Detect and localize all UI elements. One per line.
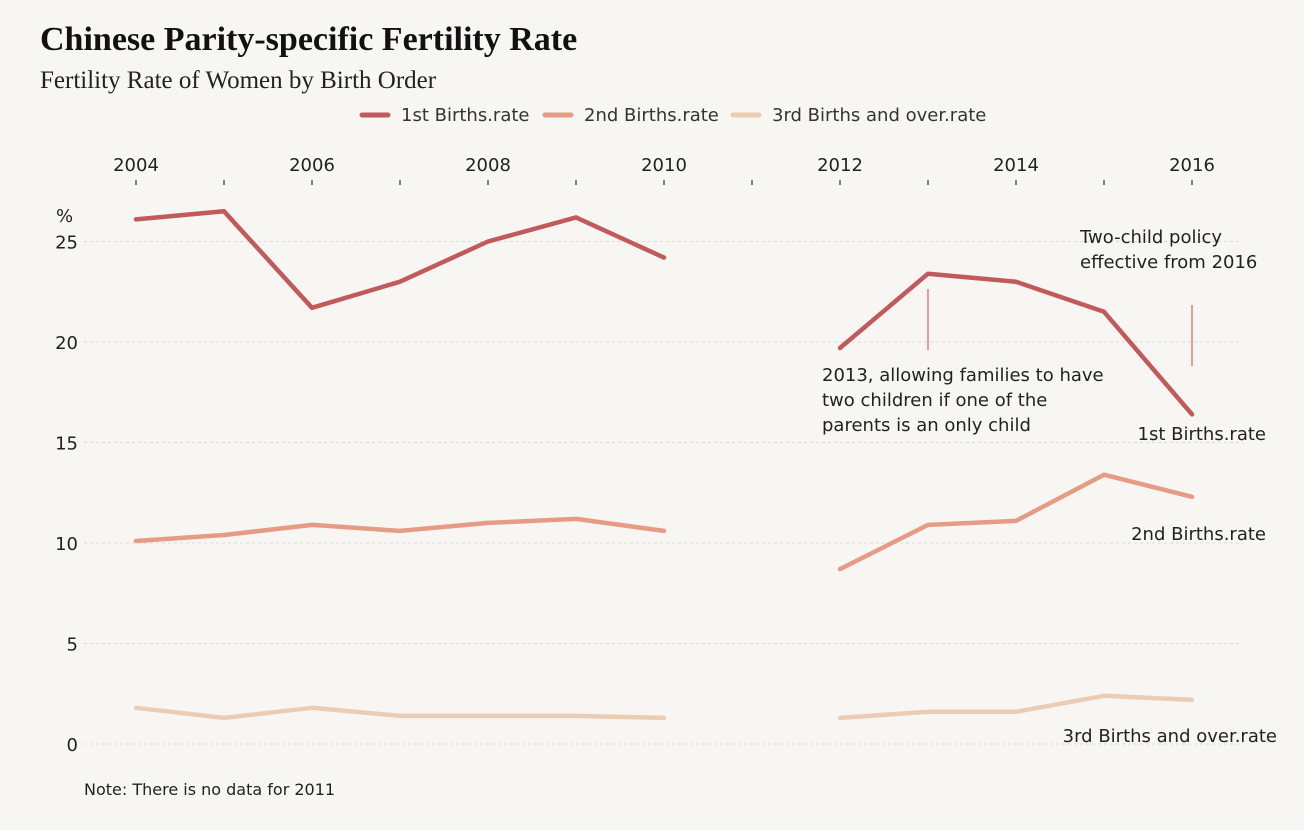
legend-label-2nd-births-rate: 2nd Births.rate — [584, 105, 719, 126]
series-end-label-1st-births-rate: 1st Births.rate — [1138, 424, 1267, 445]
series-lines — [133, 209, 1195, 721]
y-tick-label-10: 10 — [55, 534, 78, 555]
legend: 1st Births.rate 2nd Births.rate 3rd Births… — [359, 105, 986, 126]
x-tick-label-2006: 2006 — [289, 155, 335, 176]
chart-note: Note: There is no data for 2011 — [84, 780, 335, 799]
legend-label-1st-births-rate: 1st Births.rate — [401, 105, 530, 126]
series-end-labels: 1st Births.rate 2nd Births.rate 3rd Births… — [1063, 424, 1277, 747]
gridlines — [84, 241, 1243, 745]
annotation-2013-line-1: 2013, allowing families to have — [822, 365, 1104, 386]
annotation-2016-line-2: effective from 2016 — [1080, 252, 1257, 273]
legend-label-3rd-births-and-over-rate: 3rd Births and over.rate — [772, 105, 986, 126]
y-tick-label-0: 0 — [67, 735, 78, 756]
x-tick-label-2016: 2016 — [1169, 155, 1215, 176]
legend-marker-2nd-births-rate — [555, 112, 561, 118]
series-line-3rd-births-and-over-rate — [133, 693, 1195, 721]
legend-marker-3rd-births-and-over-rate — [743, 112, 749, 118]
y-axis: 0 5 10 15 20 25 — [55, 233, 78, 757]
y-tick-label-25: 25 — [55, 233, 78, 254]
legend-marker-1st-births-rate — [372, 112, 378, 118]
series-line-1st-births-rate — [133, 209, 1195, 417]
annotation-2013-text: 2013, allowing families to have two child… — [822, 365, 1104, 436]
series-end-label-2nd-births-rate: 2nd Births.rate — [1131, 524, 1266, 545]
chart-title: Chinese Parity-specific Fertility Rate — [40, 21, 577, 58]
annotation-2013-line-3: parents is an only child — [822, 415, 1031, 436]
x-tick-label-2004: 2004 — [113, 155, 159, 176]
y-axis-label: % — [56, 206, 73, 227]
y-tick-label-20: 20 — [55, 333, 78, 354]
x-tick-label-2008: 2008 — [465, 155, 511, 176]
annotation-2016-text: Two-child policy effective from 2016 — [1079, 227, 1257, 273]
y-tick-label-15: 15 — [55, 434, 78, 455]
x-tick-label-2010: 2010 — [641, 155, 687, 176]
annotations: 2013, allowing families to have two child… — [822, 227, 1257, 436]
x-tick-label-2012: 2012 — [817, 155, 863, 176]
x-axis: 2004 2006 2008 2010 2012 2014 2016 — [113, 155, 1215, 185]
x-tick-label-2014: 2014 — [993, 155, 1039, 176]
annotation-2013-line-2: two children if one of the — [822, 390, 1047, 411]
annotation-2016-line-1: Two-child policy — [1079, 227, 1222, 248]
chart-subtitle: Fertility Rate of Women by Birth Order — [40, 67, 437, 94]
series-line-2nd-births-rate — [133, 472, 1195, 572]
y-tick-label-5: 5 — [67, 635, 78, 656]
series-end-label-3rd-births-and-over-rate: 3rd Births and over.rate — [1063, 726, 1277, 747]
